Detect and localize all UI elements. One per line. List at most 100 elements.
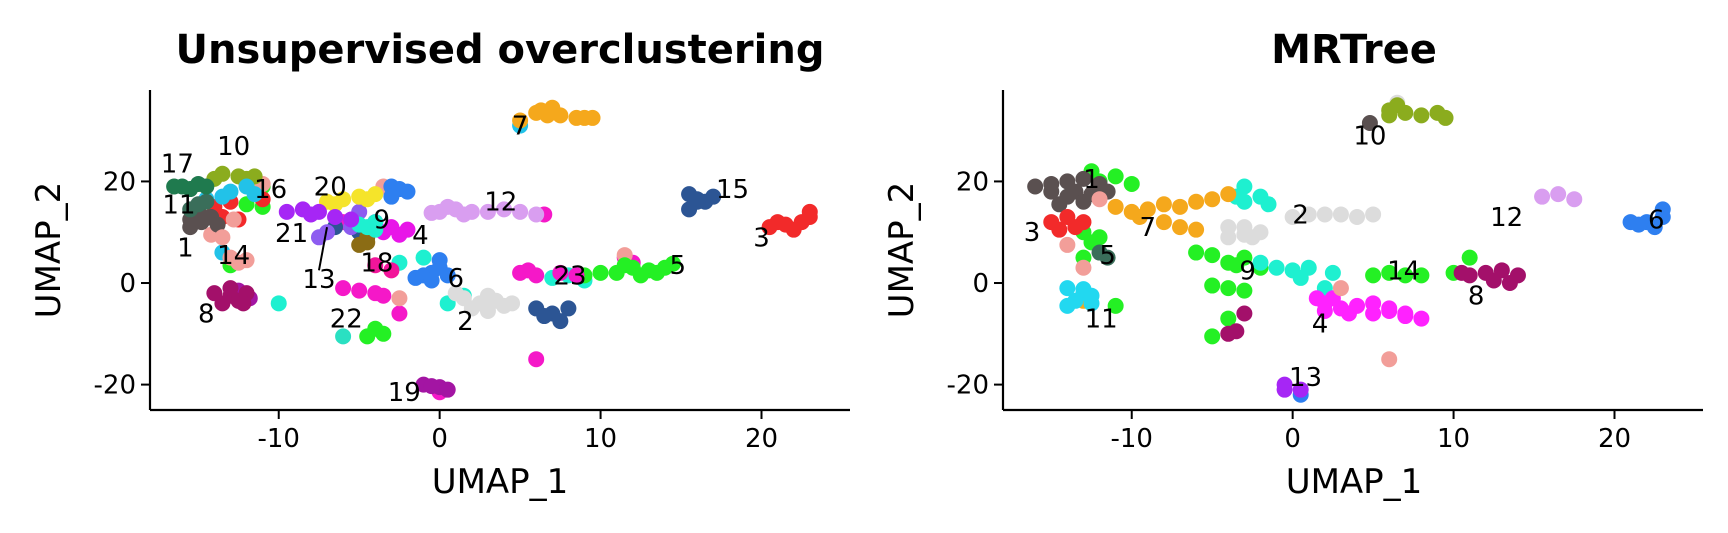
cluster-label-3: 3 bbox=[753, 223, 770, 253]
point-cluster-11 bbox=[198, 193, 215, 210]
x-tick-label: 10 bbox=[584, 424, 617, 454]
x-tick-label: -10 bbox=[1111, 424, 1153, 454]
cluster-label-10: 10 bbox=[1353, 122, 1386, 152]
point bbox=[399, 183, 416, 200]
y-tick-label: 20 bbox=[103, 167, 136, 197]
point-cluster-6 bbox=[423, 272, 440, 289]
point-cluster-3 bbox=[1067, 219, 1084, 236]
point-cluster-2 bbox=[1244, 229, 1261, 246]
point-cluster-9 bbox=[367, 221, 384, 238]
cluster-label-22: 22 bbox=[330, 305, 363, 335]
point bbox=[536, 308, 553, 325]
point-cluster-9 bbox=[1260, 196, 1277, 213]
point-cluster-13 bbox=[1276, 381, 1293, 398]
point bbox=[359, 328, 376, 345]
point-cluster-4 bbox=[1340, 305, 1357, 322]
point-cluster-21 bbox=[343, 211, 360, 228]
point bbox=[560, 300, 577, 317]
cluster-label-16: 16 bbox=[254, 175, 287, 205]
point-cluster-4 bbox=[391, 226, 408, 243]
point-cluster-5 bbox=[632, 267, 649, 284]
point bbox=[335, 280, 352, 297]
point-cluster-2 bbox=[447, 285, 464, 302]
point-cluster-9 bbox=[1236, 193, 1253, 210]
point-cluster-14 bbox=[1381, 351, 1398, 368]
point-cluster-17 bbox=[198, 178, 215, 195]
cluster-label-8: 8 bbox=[1468, 282, 1485, 312]
point-cluster-12 bbox=[1534, 188, 1551, 205]
point bbox=[225, 211, 242, 228]
point-cluster-12 bbox=[439, 198, 456, 215]
point-cluster-12 bbox=[528, 206, 545, 223]
point-cluster-6 bbox=[439, 267, 456, 284]
cluster-label-12: 12 bbox=[484, 188, 517, 218]
point-cluster-12 bbox=[455, 206, 472, 223]
point bbox=[1381, 264, 1398, 281]
cluster-label-3: 3 bbox=[1024, 218, 1041, 248]
point-cluster-16 bbox=[246, 186, 263, 203]
point-cluster-8 bbox=[235, 295, 252, 312]
point-cluster-15 bbox=[689, 193, 706, 210]
cluster-label-5: 5 bbox=[1099, 241, 1116, 271]
point-cluster-14 bbox=[214, 229, 231, 246]
point-cluster-2 bbox=[496, 297, 513, 314]
point-cluster-20 bbox=[359, 191, 376, 208]
point-cluster-7 bbox=[1220, 186, 1237, 203]
point-cluster-6 bbox=[431, 252, 448, 269]
point bbox=[1236, 305, 1253, 322]
y-tick-label: 0 bbox=[119, 269, 136, 299]
panel-unsupervised-overclustering: Unsupervised overclustering 123456789101… bbox=[29, 27, 850, 502]
point-cluster-22 bbox=[335, 328, 352, 345]
cluster-label-18: 18 bbox=[360, 249, 393, 279]
point-cluster-4 bbox=[1365, 305, 1382, 322]
cluster-label-23: 23 bbox=[553, 261, 586, 291]
point-cluster-7 bbox=[1172, 219, 1189, 236]
point-cluster-7 bbox=[528, 104, 545, 121]
point-cluster-16 bbox=[214, 188, 231, 205]
cluster-label-17: 17 bbox=[161, 150, 194, 180]
point-cluster-7 bbox=[1172, 198, 1189, 215]
point bbox=[1461, 249, 1478, 266]
point bbox=[375, 325, 392, 342]
cluster-label-14: 14 bbox=[217, 241, 250, 271]
point-cluster-2 bbox=[1332, 206, 1349, 223]
point-cluster-7 bbox=[1188, 193, 1205, 210]
cluster-label-15: 15 bbox=[716, 175, 749, 205]
point bbox=[1236, 249, 1253, 266]
point-cluster-8 bbox=[1485, 272, 1502, 289]
point-cluster-12 bbox=[512, 203, 529, 220]
point-cluster-18 bbox=[367, 257, 384, 274]
point-cluster-6 bbox=[1654, 201, 1671, 218]
cluster-label-6: 6 bbox=[447, 264, 464, 294]
axis-ticks: -10 0 10 20 -20 0 20 bbox=[94, 167, 779, 454]
cluster-label-8: 8 bbox=[198, 299, 215, 329]
point-cluster-7 bbox=[1155, 214, 1172, 231]
point-cluster-2 bbox=[1365, 206, 1382, 223]
point-cluster-2 bbox=[1316, 206, 1333, 223]
point-cluster-2 bbox=[479, 302, 496, 319]
cluster-label-7: 7 bbox=[512, 112, 529, 142]
x-tick-label: 0 bbox=[1284, 424, 1301, 454]
point bbox=[1236, 282, 1253, 299]
point-cluster-2 bbox=[1349, 208, 1366, 225]
point-cluster-7 bbox=[1107, 198, 1124, 215]
cluster-label-9: 9 bbox=[1239, 256, 1256, 286]
cluster-label-5: 5 bbox=[670, 251, 687, 281]
cluster-label-4: 4 bbox=[412, 221, 429, 251]
point-cluster-2 bbox=[1220, 219, 1237, 236]
chart-title: MRTree bbox=[1271, 27, 1437, 73]
point-cluster-11 bbox=[1075, 281, 1092, 298]
point-cluster-6 bbox=[1646, 219, 1663, 236]
point-cluster-7 bbox=[1131, 208, 1148, 225]
point-cluster-19 bbox=[423, 378, 440, 395]
x-tick-label: 0 bbox=[431, 424, 448, 454]
point bbox=[391, 290, 408, 307]
point-cluster-2 bbox=[479, 287, 496, 304]
chart-title: Unsupervised overclustering bbox=[176, 27, 825, 73]
point-cluster-7 bbox=[512, 112, 529, 129]
point-cluster-23 bbox=[552, 264, 569, 281]
point-cluster-8 bbox=[222, 280, 239, 297]
point-cluster-8 bbox=[214, 295, 231, 312]
